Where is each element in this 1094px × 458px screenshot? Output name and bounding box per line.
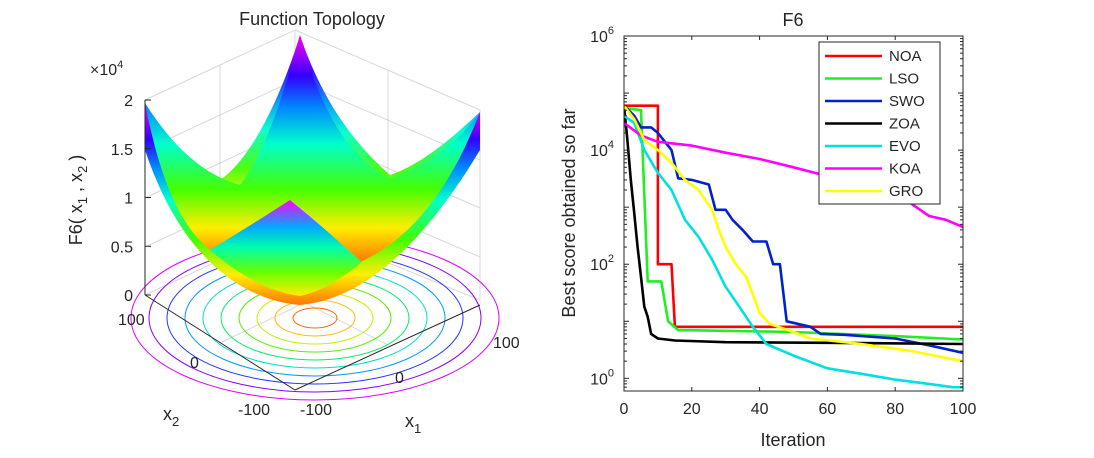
z-axis-label-part: , x [66, 173, 86, 197]
x1-axis-label-sub: 1 [414, 421, 421, 436]
x-tick-label: 0 [620, 401, 629, 418]
y-tick-base: 10 [590, 371, 608, 388]
x2-tick-label: 0 [190, 355, 199, 372]
x2-axis-label-main: x [163, 404, 172, 424]
x1-tick-label: -100 [300, 402, 332, 419]
contour-ring [292, 307, 338, 329]
y-axis-label: Best score obtained so far [559, 108, 579, 317]
y-tick-base: 10 [590, 143, 608, 160]
legend-label: SWO [889, 93, 925, 110]
z-axis-label-part: ) [66, 155, 86, 166]
y-tick-exponent: 0 [608, 367, 614, 379]
x-tick-label: 100 [950, 401, 977, 418]
z-axis-label-part: F6( x [66, 204, 86, 245]
x2-tick-label: 100 [118, 312, 145, 329]
surface-mesh [145, 35, 480, 305]
z-exponent-label: ×104 [90, 59, 123, 79]
x-tick-label: 80 [886, 401, 904, 418]
y-tick-exponent: 4 [608, 139, 614, 151]
series-line-zoa [624, 105, 963, 346]
legend-label: GRO [889, 183, 923, 200]
z-tick-label: 0 [124, 288, 133, 305]
y-tick-label: 100 [590, 367, 614, 388]
z-tick-label: 1 [124, 191, 133, 208]
chart-title: F6 [782, 10, 803, 30]
x2-tick-label: -100 [238, 402, 270, 419]
z-tick-label: 2 [124, 93, 133, 110]
series-line-swo [624, 104, 963, 355]
x-tick-label: 40 [751, 401, 769, 418]
z-tick-label: 1.5 [111, 142, 133, 159]
x2-axis-label: x2 [163, 404, 179, 429]
series-line-noa [624, 104, 963, 329]
x1-axis-label: x1 [405, 411, 421, 436]
x1-tick-label: 0 [395, 370, 404, 387]
x-axis-ticks: 0 20 40 60 80 100 [620, 36, 977, 418]
z-axis-label-sub1: 1 [75, 197, 90, 204]
x-tick-label: 20 [683, 401, 701, 418]
y-tick-base: 10 [590, 29, 608, 46]
z-exponent-prefix: ×10 [90, 62, 117, 79]
z-axis-label: F6( x1 , x2 ) [66, 155, 90, 246]
z-tick-label: 0.5 [111, 239, 133, 256]
legend-label: LSO [889, 71, 919, 88]
y-tick-base: 10 [590, 257, 608, 274]
legend: NOA LSO SWO ZOA EVO KOA GRO [818, 41, 941, 205]
x1-tick-label: 100 [493, 335, 520, 352]
series-line-evo [624, 114, 963, 389]
legend-label: EVO [889, 138, 921, 155]
surface-plot: 0 0.5 1 1.5 2 100 0 -100 -100 0 100 ×104 Fun… [66, 9, 520, 436]
y-tick-label: 104 [590, 139, 614, 160]
series-layer [624, 104, 963, 389]
x-axis-label: Iteration [760, 430, 825, 450]
series-line-gro [624, 104, 963, 363]
z-exponent-value: 4 [117, 59, 123, 71]
legend-label: ZOA [889, 116, 920, 133]
z-axis-ticks: 0 0.5 1 1.5 2 [111, 93, 151, 305]
y-tick-exponent: 2 [608, 253, 614, 265]
x-tick-label: 60 [819, 401, 837, 418]
y-tick-label: 102 [590, 253, 614, 274]
series-line-koa [624, 121, 963, 229]
y-tick-exponent: 6 [608, 25, 614, 37]
contour-ring [274, 299, 356, 337]
z-axis-label-sub2: 2 [75, 166, 90, 173]
legend-label: KOA [889, 161, 921, 178]
surface-title: Function Topology [239, 9, 385, 29]
y-tick-label: 106 [590, 25, 614, 46]
legend-items: NOA LSO SWO ZOA EVO KOA GRO [825, 48, 925, 200]
plot-frame [623, 35, 964, 392]
x2-axis-label-sub: 2 [172, 414, 179, 429]
x1-axis-label-main: x [405, 411, 414, 431]
legend-label: NOA [889, 48, 922, 65]
